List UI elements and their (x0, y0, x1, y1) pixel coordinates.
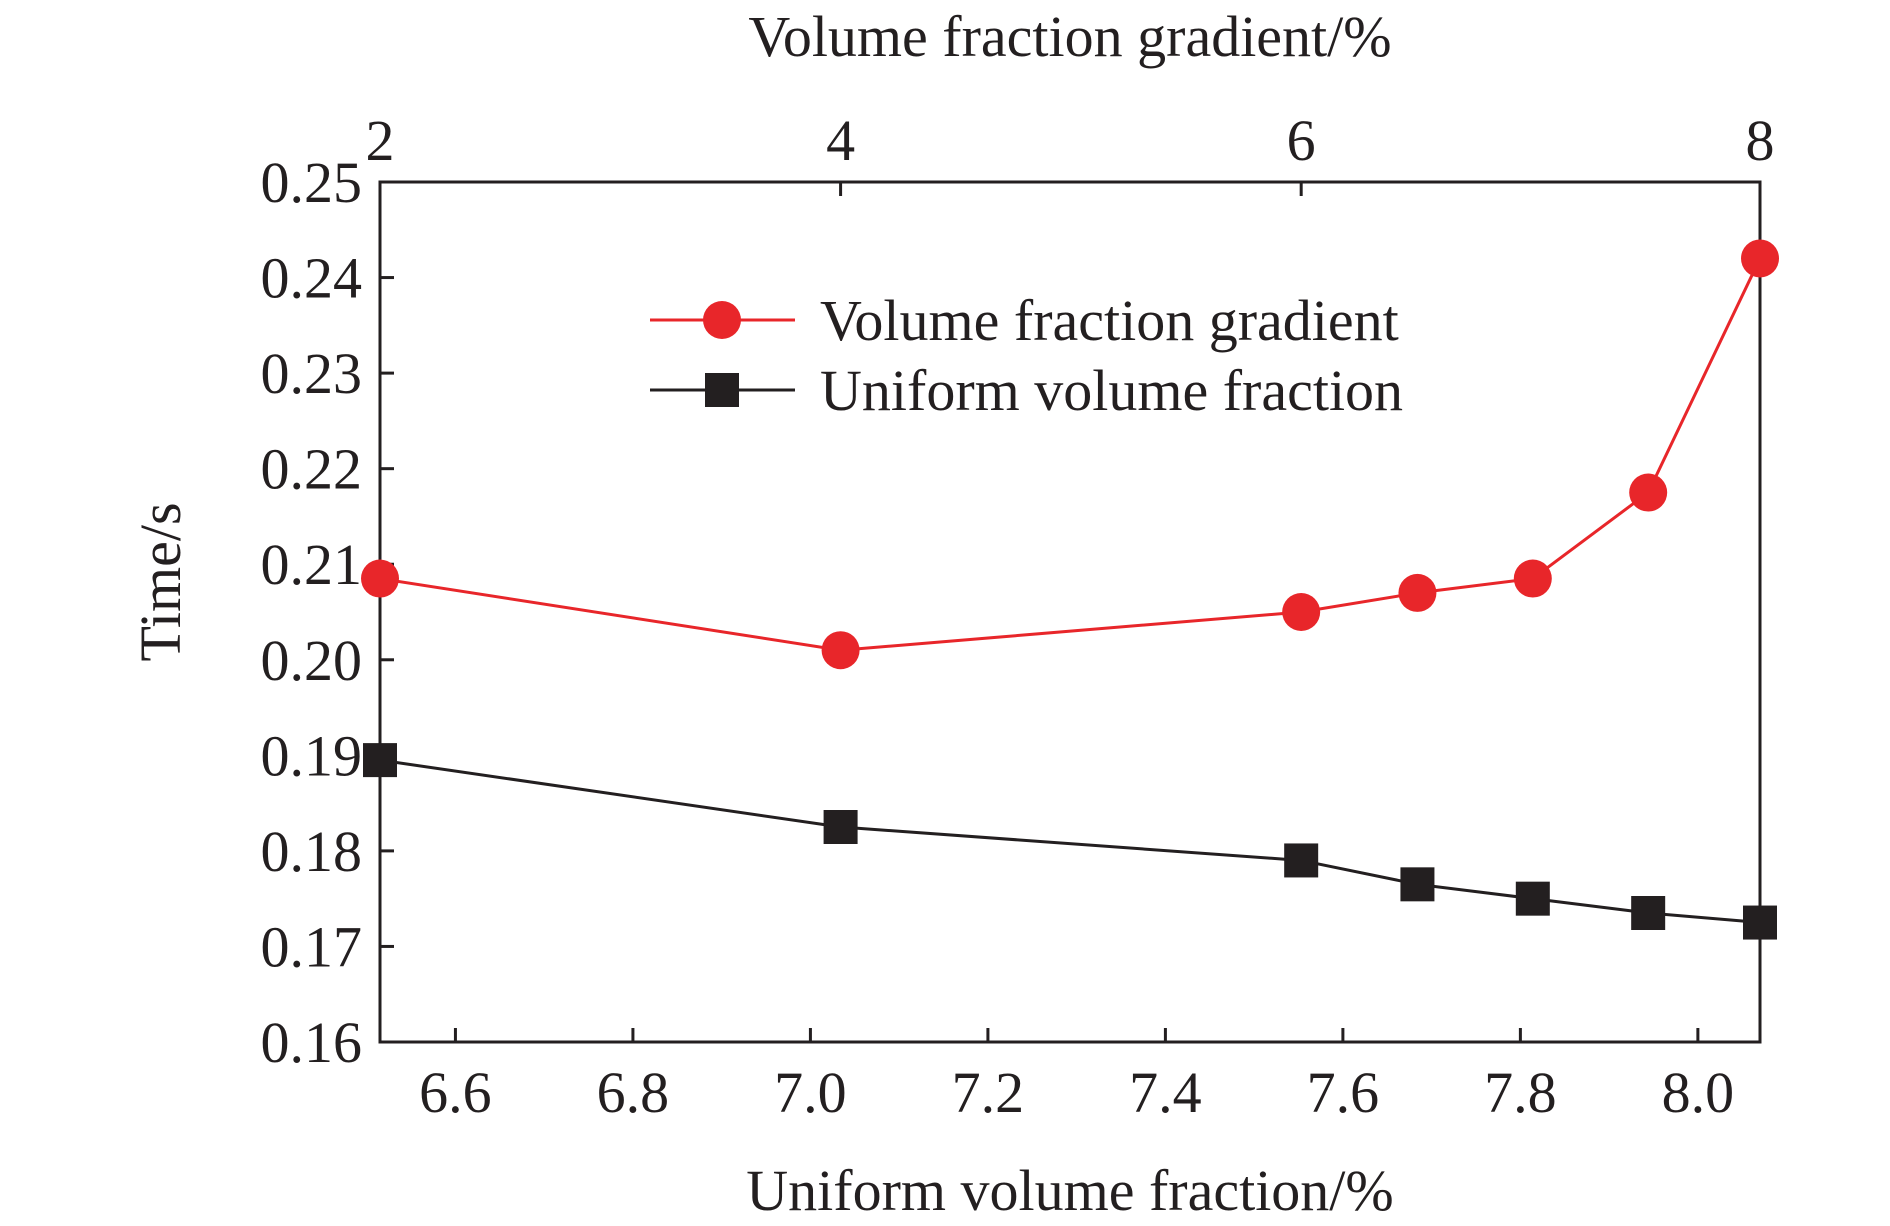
y-tick-label: 0.23 (261, 341, 363, 406)
top-tick-label: 6 (1287, 108, 1316, 173)
bottom-tick-label: 8.0 (1662, 1060, 1735, 1125)
data-point-gradient (1629, 473, 1668, 512)
top-tick-label: 4 (826, 108, 855, 173)
bottom-tick-label: 7.2 (952, 1060, 1025, 1125)
y-tick-label: 0.21 (261, 532, 363, 597)
legend-label-uniform: Uniform volume fraction (820, 358, 1403, 423)
data-point-uniform (363, 743, 397, 778)
bottom-tick-label: 7.4 (1129, 1060, 1202, 1125)
data-point-gradient (1398, 573, 1437, 612)
x-axis-title-bottom: Uniform volume fraction/% (746, 1158, 1394, 1223)
data-point-uniform (1743, 905, 1777, 940)
data-point-gradient (1282, 593, 1321, 631)
y-tick-label: 0.24 (261, 246, 363, 311)
y-tick-label: 0.22 (261, 437, 363, 502)
data-point-gradient (361, 559, 399, 598)
y-tick-label: 0.16 (261, 1010, 363, 1075)
bottom-tick-label: 7.8 (1484, 1060, 1557, 1125)
data-point-uniform (1400, 867, 1435, 902)
plot-frame (378, 180, 1762, 1044)
legend-marker-uniform (705, 373, 739, 407)
data-point-uniform (823, 810, 858, 844)
bottom-tick-label: 6.6 (419, 1060, 492, 1125)
bottom-axis-ticks: 6.6 6.8 7.0 7.2 7.4 7.6 7.8 8.0 (419, 1028, 1734, 1125)
data-point-gradient (1513, 559, 1552, 598)
bottom-tick-label: 7.6 (1307, 1060, 1380, 1125)
y-tick-label: 0.20 (261, 628, 363, 693)
data-point-gradient (1741, 239, 1779, 278)
y-tick-label: 0.25 (261, 150, 363, 215)
top-tick-label: 2 (366, 108, 395, 173)
legend: Volume fraction gradient Uniform volume … (650, 288, 1403, 423)
series-line-uniform (379, 758, 1761, 925)
data-point-uniform (1284, 843, 1319, 878)
bottom-tick-label: 7.0 (774, 1060, 847, 1125)
y-tick-label: 0.17 (261, 914, 363, 979)
y-tick-label: 0.18 (261, 819, 363, 884)
top-axis-ticks: 2 4 6 8 (366, 108, 1775, 196)
data-point-gradient (821, 631, 860, 670)
series-layer (361, 239, 1779, 940)
y-axis-title: Time/s (128, 502, 193, 661)
y-axis-ticks: 0.16 0.17 0.18 0.19 0.20 0.21 0.22 0.23 0.24 0.25 (261, 150, 394, 1075)
data-point-uniform (1515, 881, 1550, 916)
top-tick-label: 8 (1746, 108, 1775, 173)
data-point-uniform (1631, 896, 1666, 930)
legend-label-gradient: Volume fraction gradient (820, 288, 1399, 353)
bottom-tick-label: 6.8 (597, 1060, 670, 1125)
legend-marker-gradient (703, 301, 741, 339)
x-axis-title-top: Volume fraction gradient/% (748, 4, 1391, 69)
y-tick-label: 0.19 (261, 723, 363, 788)
